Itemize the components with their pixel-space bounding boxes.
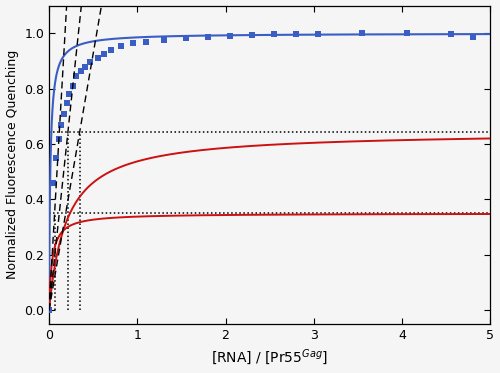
Point bbox=[81, 63, 89, 69]
Point bbox=[314, 31, 322, 37]
Point bbox=[469, 34, 477, 40]
Point bbox=[45, 307, 53, 313]
Point bbox=[204, 34, 212, 40]
Point bbox=[54, 135, 62, 141]
Point bbox=[402, 30, 410, 36]
Point bbox=[66, 91, 74, 97]
Point bbox=[248, 32, 256, 38]
Point bbox=[86, 59, 94, 65]
Point bbox=[62, 100, 70, 106]
Point bbox=[446, 31, 454, 37]
Point bbox=[118, 43, 126, 49]
Point bbox=[50, 180, 58, 186]
Point bbox=[60, 111, 68, 117]
Point bbox=[72, 73, 80, 79]
Point bbox=[142, 38, 150, 44]
Point bbox=[270, 31, 278, 37]
Point bbox=[182, 35, 190, 41]
Y-axis label: Normalized Fluorescence Quenching: Normalized Fluorescence Quenching bbox=[6, 50, 18, 279]
Point bbox=[292, 31, 300, 37]
Point bbox=[100, 51, 108, 57]
X-axis label: [RNA] / [Pr55$^{Gag}$]: [RNA] / [Pr55$^{Gag}$] bbox=[211, 348, 328, 367]
Point bbox=[129, 40, 137, 46]
Point bbox=[226, 33, 234, 39]
Point bbox=[160, 37, 168, 43]
Point bbox=[52, 155, 60, 161]
Point bbox=[77, 68, 85, 73]
Point bbox=[94, 55, 102, 61]
Point bbox=[58, 122, 66, 128]
Point bbox=[358, 30, 366, 36]
Point bbox=[69, 83, 77, 89]
Point bbox=[107, 47, 115, 53]
